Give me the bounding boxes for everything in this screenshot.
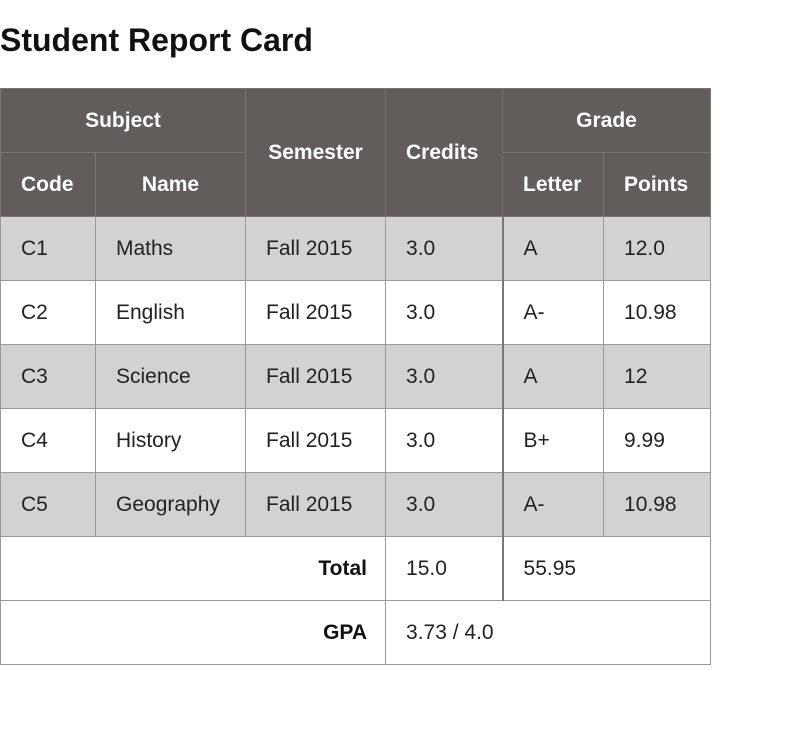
- code-cell: C5: [0, 472, 96, 537]
- table-row: C3 Science Fall 2015 3.0 A 12: [0, 344, 712, 409]
- semester-cell: Fall 2015: [245, 408, 387, 473]
- points-cell: 12: [603, 344, 712, 409]
- letter-header: Letter: [502, 152, 605, 217]
- total-row: Total 15.0 55.95: [0, 536, 712, 601]
- code-cell: C3: [0, 344, 96, 409]
- gpa-label: GPA: [0, 600, 387, 665]
- name-header: Name: [94, 152, 247, 217]
- table-row: C4 History Fall 2015 3.0 B+ 9.99: [0, 408, 712, 473]
- code-header: Code: [0, 152, 96, 217]
- total-points: 55.95: [501, 536, 712, 601]
- gpa-row: GPA 3.73 / 4.0: [0, 600, 712, 665]
- code-cell: C2: [0, 280, 96, 345]
- credits-cell: 3.0: [385, 280, 504, 345]
- name-cell: English: [94, 280, 247, 345]
- gpa-value: 3.73 / 4.0: [385, 600, 712, 665]
- subject-header: Subject: [0, 88, 247, 153]
- semester-cell: Fall 2015: [245, 344, 387, 409]
- name-cell: Science: [94, 344, 247, 409]
- credits-header: Credits: [385, 88, 504, 217]
- points-cell: 10.98: [603, 472, 712, 537]
- letter-cell: A-: [501, 472, 605, 537]
- table-row: C5 Geography Fall 2015 3.0 A- 10.98: [0, 472, 712, 537]
- semester-cell: Fall 2015: [245, 216, 387, 281]
- semester-cell: Fall 2015: [245, 280, 387, 345]
- letter-cell: A: [501, 216, 605, 281]
- code-cell: C4: [0, 408, 96, 473]
- name-cell: Geography: [94, 472, 247, 537]
- semester-header: Semester: [245, 88, 387, 217]
- code-cell: C1: [0, 216, 96, 281]
- credits-cell: 3.0: [385, 344, 504, 409]
- semester-cell: Fall 2015: [245, 472, 387, 537]
- total-label: Total: [0, 536, 387, 601]
- credits-cell: 3.0: [385, 408, 504, 473]
- table-row: C2 English Fall 2015 3.0 A- 10.98: [0, 280, 712, 345]
- points-cell: 10.98: [603, 280, 712, 345]
- grade-header: Grade: [502, 88, 712, 153]
- credits-cell: 3.0: [385, 472, 504, 537]
- credits-cell: 3.0: [385, 216, 504, 281]
- points-cell: 9.99: [603, 408, 712, 473]
- table-row: C1 Maths Fall 2015 3.0 A 12.0: [0, 216, 712, 281]
- letter-cell: A: [501, 344, 605, 409]
- name-cell: Maths: [94, 216, 247, 281]
- name-cell: History: [94, 408, 247, 473]
- points-header: Points: [603, 152, 712, 217]
- report-card-table: Subject Semester Credits Grade Code Name…: [0, 88, 712, 665]
- letter-cell: B+: [501, 408, 605, 473]
- letter-cell: A-: [501, 280, 605, 345]
- points-cell: 12.0: [603, 216, 712, 281]
- page-title: Student Report Card: [0, 22, 313, 58]
- total-credits: 15.0: [385, 536, 504, 601]
